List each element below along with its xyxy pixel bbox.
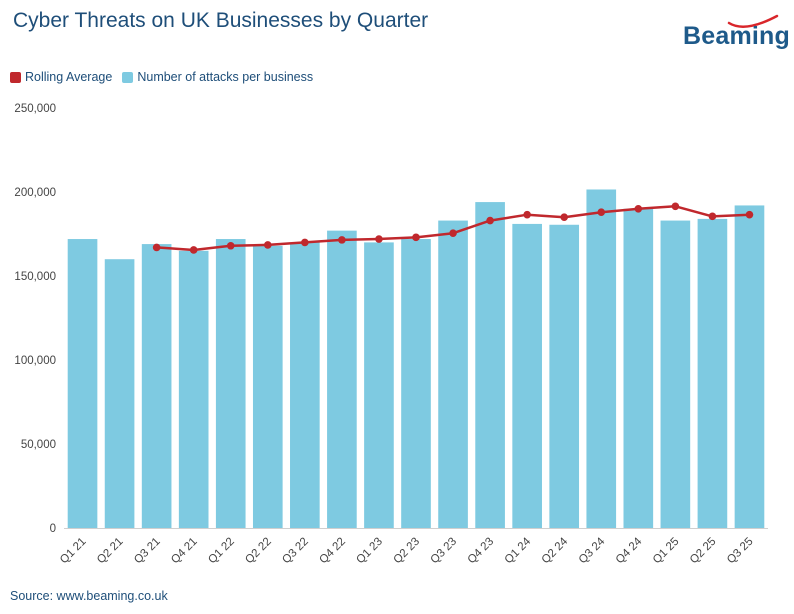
rolling-average-point[interactable] xyxy=(189,246,198,254)
x-tick-label: Q3 22 xyxy=(280,536,311,567)
x-tick-label: Q4 22 xyxy=(317,536,348,567)
rolling-average-point[interactable] xyxy=(301,238,309,247)
y-tick-label: 100,000 xyxy=(14,355,56,367)
legend-label-attacks: Number of attacks per business xyxy=(137,70,314,84)
legend-swatch-rolling-average xyxy=(10,71,21,83)
bar[interactable] xyxy=(438,220,468,528)
rolling-average-point[interactable] xyxy=(486,216,494,225)
x-tick-label: Q4 21 xyxy=(169,536,200,567)
logo-swoosh-icon xyxy=(727,14,779,28)
legend-item-attacks[interactable]: Number of attacks per business xyxy=(122,70,313,84)
source-text: Source: www.beaming.co.uk xyxy=(10,589,168,603)
bar[interactable] xyxy=(327,230,357,528)
rolling-average-point[interactable] xyxy=(671,202,680,211)
bar[interactable] xyxy=(734,205,765,528)
legend-swatch-attacks xyxy=(122,71,134,83)
bar[interactable] xyxy=(623,208,654,529)
bar[interactable] xyxy=(252,245,283,528)
rolling-average-point[interactable] xyxy=(634,205,643,213)
x-axis: Q1 21 Q2 21 Q3 21 Q4 21 Q1 22 Q2 22 Q3 22 Q4 22… xyxy=(58,528,768,567)
bars xyxy=(67,189,765,529)
y-tick-label: 250,000 xyxy=(14,103,56,115)
x-tick-label: Q2 21 xyxy=(95,536,126,567)
x-tick-label: Q1 23 xyxy=(354,536,385,567)
y-tick-label: 200,000 xyxy=(14,187,56,199)
rolling-average-point[interactable] xyxy=(597,208,606,216)
bar[interactable] xyxy=(141,244,172,528)
x-tick-label: Q3 21 xyxy=(132,536,163,567)
rolling-average-point[interactable] xyxy=(449,229,457,237)
y-axis: 0 50,000 100,000 150,000 200,000 250,000 xyxy=(14,103,56,535)
rolling-average-point[interactable] xyxy=(412,233,420,242)
bar[interactable] xyxy=(364,242,394,528)
bar[interactable] xyxy=(660,220,691,528)
rolling-average-point[interactable] xyxy=(226,241,235,250)
rolling-average-point[interactable] xyxy=(745,210,754,219)
y-tick-label: 0 xyxy=(50,523,56,535)
legend: Rolling Average Number of attacks per bu… xyxy=(10,70,313,84)
x-tick-label: Q1 21 xyxy=(58,536,89,567)
legend-label-rolling-average: Rolling Average xyxy=(25,70,113,84)
rolling-average-point[interactable] xyxy=(523,210,531,219)
bar[interactable] xyxy=(475,202,505,528)
rolling-average-point[interactable] xyxy=(152,243,161,252)
rolling-average-point[interactable] xyxy=(708,212,717,221)
y-tick-label: 50,000 xyxy=(21,439,56,451)
x-tick-label: Q3 24 xyxy=(577,535,608,566)
x-tick-label: Q1 22 xyxy=(206,536,237,567)
bar[interactable] xyxy=(67,239,98,529)
bar[interactable] xyxy=(512,223,542,529)
beaming-logo: Beaming xyxy=(683,14,790,54)
logo-text: Beaming xyxy=(683,22,790,50)
bar[interactable] xyxy=(401,239,431,529)
bar[interactable] xyxy=(104,259,135,528)
rolling-average-point[interactable] xyxy=(338,236,346,244)
x-tick-label: Q2 23 xyxy=(391,536,422,567)
x-tick-label: Q2 24 xyxy=(540,535,571,566)
x-tick-label: Q1 24 xyxy=(503,535,534,566)
x-tick-label: Q3 25 xyxy=(725,536,756,567)
chart-title: Cyber Threats on UK Businesses by Quarte… xyxy=(13,9,429,32)
bar[interactable] xyxy=(215,239,246,529)
x-tick-label: Q1 25 xyxy=(651,536,682,567)
y-tick-label: 150,000 xyxy=(14,271,56,283)
bar[interactable] xyxy=(586,189,617,529)
x-tick-label: Q3 23 xyxy=(429,536,460,567)
x-tick-label: Q2 22 xyxy=(243,536,274,567)
bar[interactable] xyxy=(549,224,580,528)
rolling-average-point[interactable] xyxy=(560,213,569,221)
legend-item-rolling-average[interactable]: Rolling Average xyxy=(10,70,112,84)
rolling-average-point[interactable] xyxy=(375,235,383,243)
rolling-average-line xyxy=(152,202,754,254)
bar[interactable] xyxy=(178,250,209,529)
x-tick-label: Q2 25 xyxy=(688,536,719,567)
rolling-average-point[interactable] xyxy=(263,241,272,249)
x-tick-label: Q4 23 xyxy=(466,536,497,567)
x-tick-label: Q4 24 xyxy=(614,535,645,566)
bar[interactable] xyxy=(697,218,728,528)
bar[interactable] xyxy=(290,242,320,528)
